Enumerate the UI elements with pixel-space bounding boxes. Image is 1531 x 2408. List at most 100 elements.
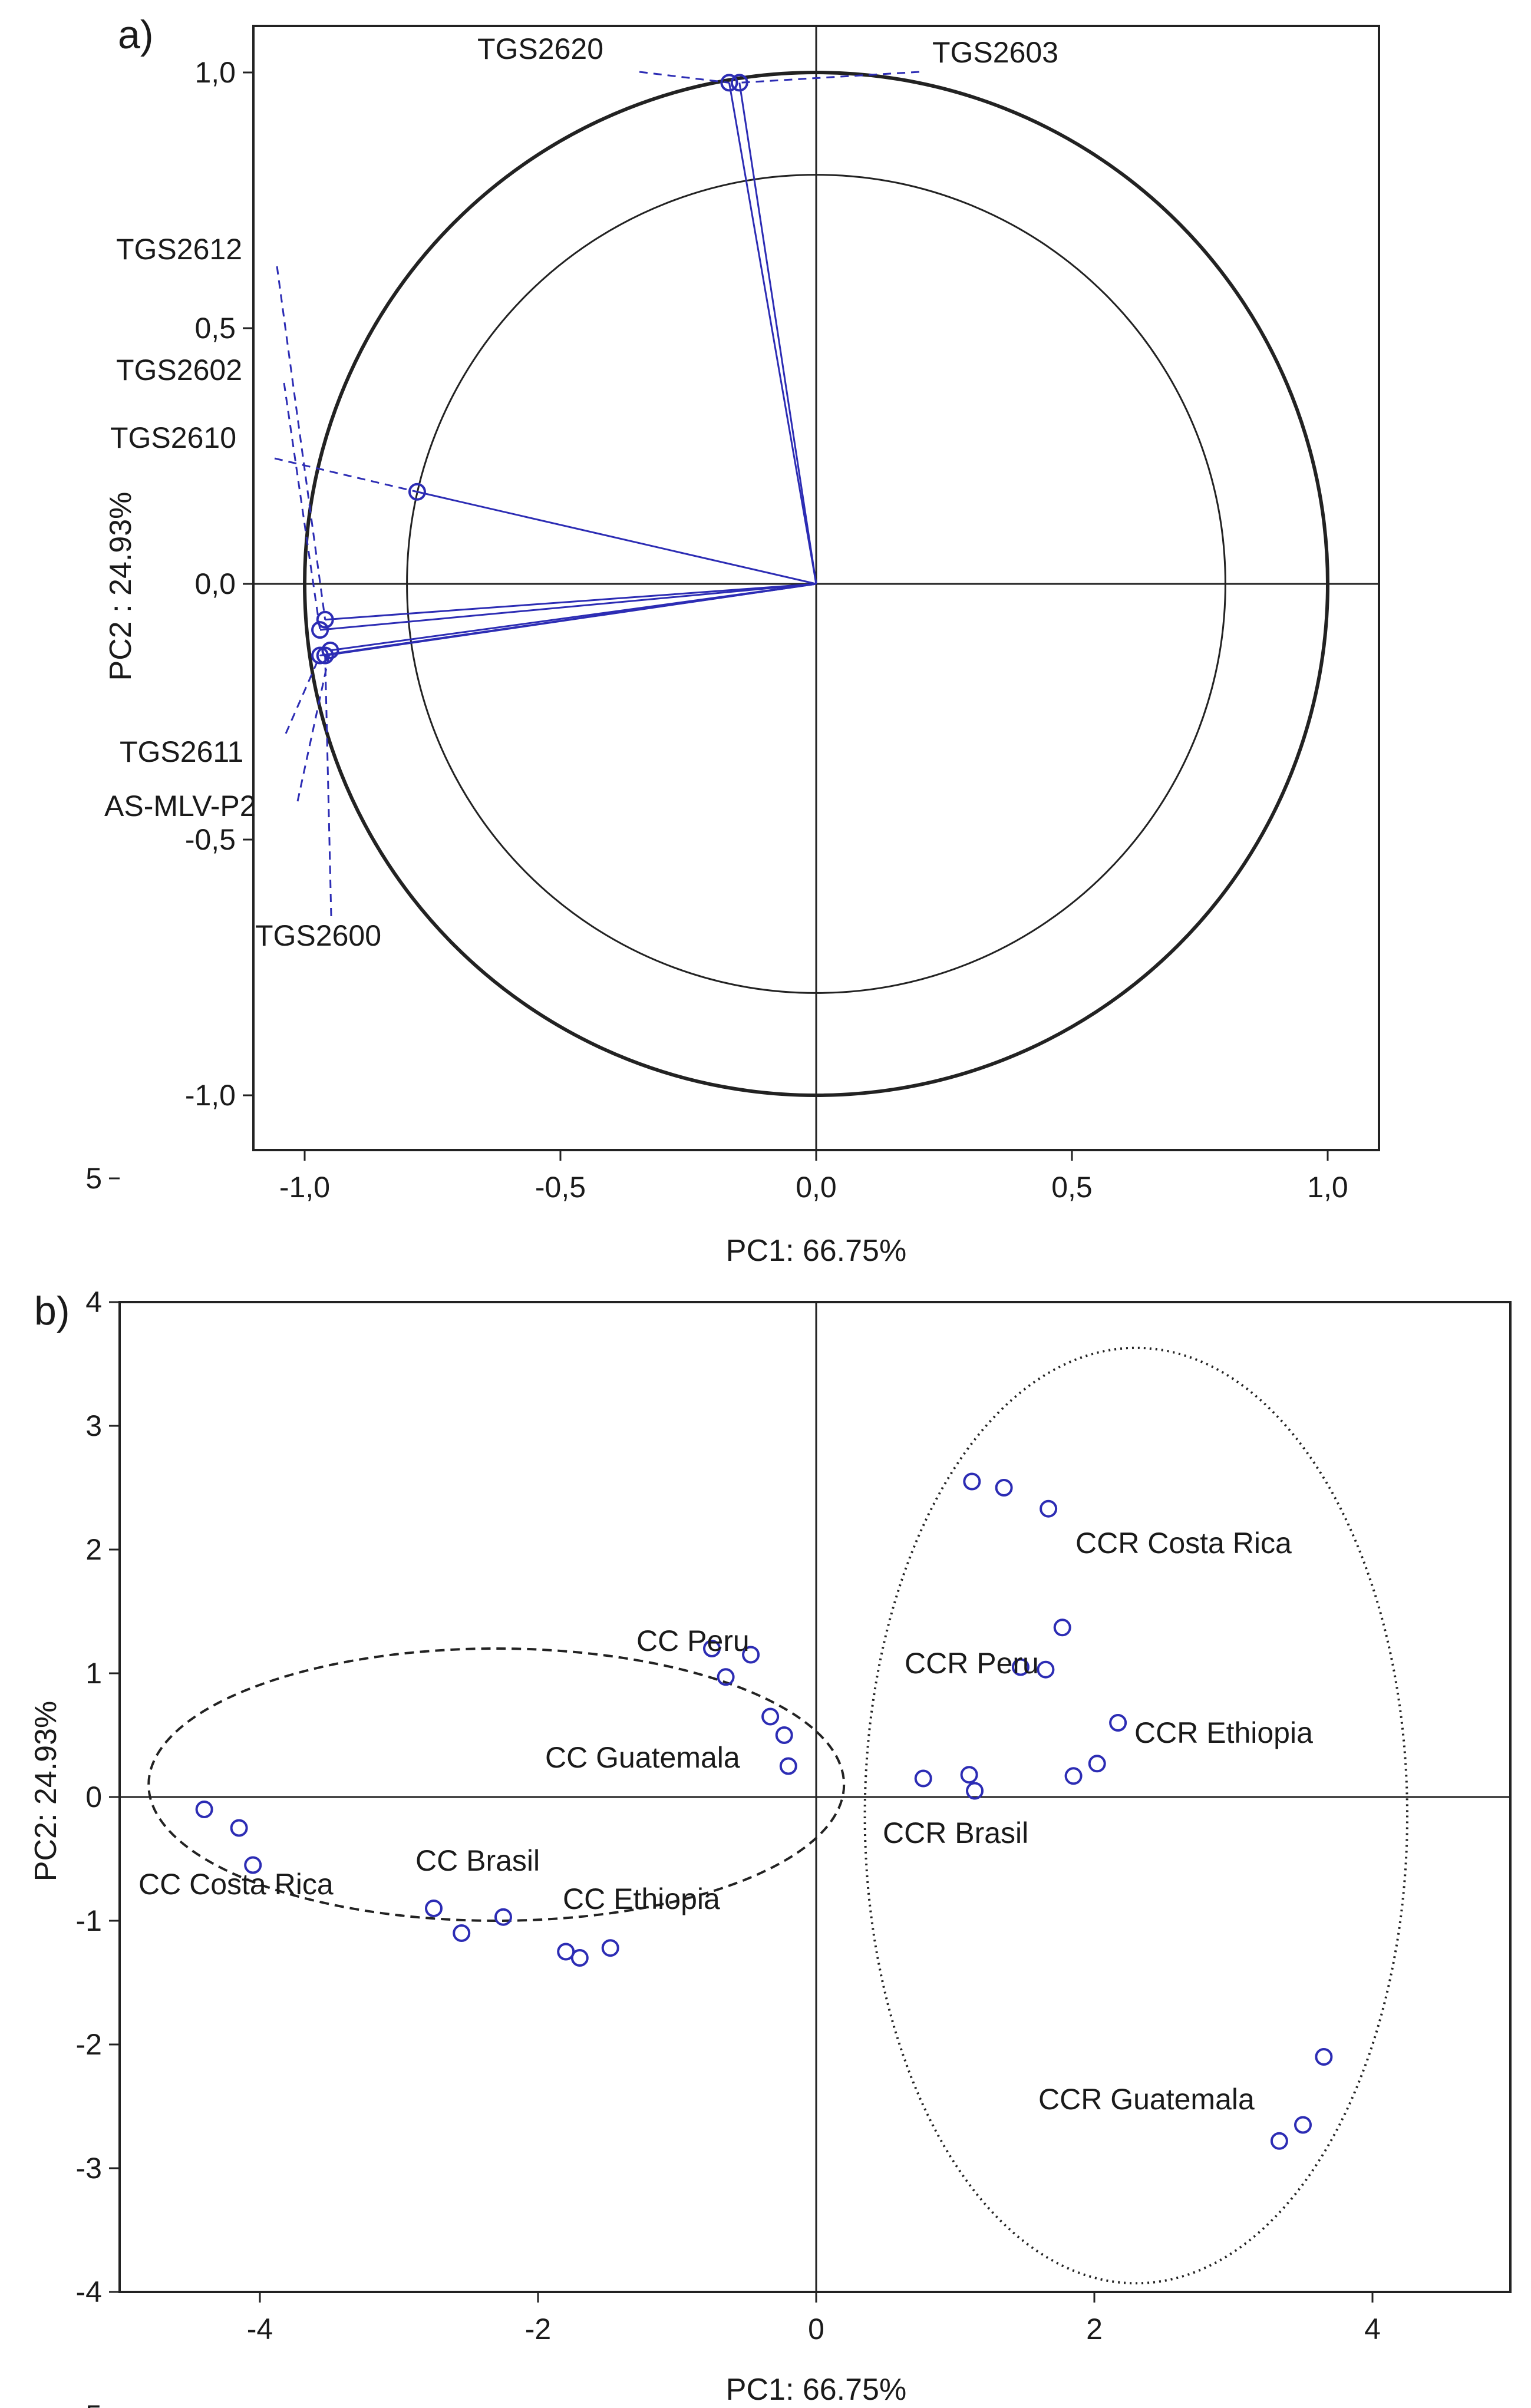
- cluster-ellipse-cc: [147, 1647, 846, 1922]
- loading-label-tgs2611: TGS2611: [120, 735, 243, 768]
- group-label-ccr-brasil: CCR Brasil: [883, 1816, 1028, 1849]
- loading-label-tgs2600: TGS2600: [255, 919, 381, 952]
- panel-b-x-axis-label: PC1: 66.75%: [726, 2373, 906, 2407]
- score-point-ccr-brasil: [966, 1782, 984, 1800]
- score-point-cc-guatemala: [775, 1726, 793, 1744]
- panel-a-axes-lines: [253, 26, 1379, 1150]
- score-point-cc-brasil: [494, 1908, 512, 1926]
- cluster-ellipse-ccr: [863, 1346, 1409, 2285]
- panel-a-outer-circle: [303, 71, 1329, 1097]
- panel-a-y-tick-label: 1,0: [194, 56, 236, 89]
- panel-a-x-tick-label: 1,0: [1307, 1171, 1348, 1204]
- group-label-ccr-costa-rica: CCR Costa Rica: [1075, 1527, 1292, 1560]
- panel-b-y-tick-label: 2: [85, 1533, 102, 1566]
- panel-b-x-tick-label: 0: [808, 2313, 824, 2346]
- loading-label-as-mlv-p2: AS-MLV-P2: [104, 790, 256, 823]
- score-point-ccr-brasil: [914, 1769, 932, 1788]
- panel-a-x-tick-label: -0,5: [535, 1171, 586, 1204]
- leader-tgs2600: [324, 655, 332, 917]
- panel-b-axes-lines: [120, 1302, 1510, 2292]
- panel-b-y-tick-label: -5: [76, 2399, 102, 2408]
- group-label-cc-costa-rica: CC Costa Rica: [138, 1868, 334, 1901]
- panel-a-loading-labels: TGS2620 TGS2603 TGS2612 TGS2602 TGS2610 TGS26…: [104, 32, 1058, 952]
- loading-vector-tgs2600: [325, 583, 817, 657]
- loading-point-tgs2600: [316, 646, 334, 665]
- loading-point-tgs2620: [720, 74, 738, 92]
- panel-b-x-tick-label: 4: [1364, 2313, 1381, 2346]
- loading-vector-tgs2612: [325, 583, 817, 621]
- panel-b-y-tick-label: 0: [85, 1781, 102, 1814]
- score-point-ccr-ethiopia: [1109, 1714, 1127, 1732]
- panel-b-y-tick-label: 5: [85, 1162, 102, 1195]
- score-point-cc-brasil: [453, 1924, 471, 1942]
- group-label-cc-ethiopia: CC Ethiopia: [563, 1882, 720, 1915]
- panel-a-x-tick-label: 0,5: [1051, 1171, 1093, 1204]
- loading-label-tgs2620: TGS2620: [477, 32, 603, 65]
- panel-a-unit-circles: [303, 71, 1329, 1097]
- group-label-cc-guatemala: CC Guatemala: [545, 1741, 740, 1774]
- leader-tgs2610: [274, 457, 418, 493]
- panel-a-label-leaders: [274, 71, 920, 917]
- loading-vector-tgs2603: [738, 82, 817, 584]
- panel-b-y-tick-label: 3: [85, 1409, 102, 1442]
- panel-b-label: b): [34, 1289, 70, 1333]
- group-label-ccr-ethiopia: CCR Ethiopia: [1134, 1716, 1313, 1749]
- leader-tgs2602: [283, 382, 321, 630]
- panel-a-ticks: -1,0 -0,5 0,0 0,5 1,0 -1,0 -0,5 0,0 0,5 1,0: [185, 56, 1348, 1204]
- score-point-ccr-peru: [1053, 1618, 1071, 1637]
- loading-vector-tgs2610: [417, 491, 817, 585]
- score-point-ccr-guatemala: [1315, 2048, 1333, 2066]
- score-point-cc-guatemala: [761, 1707, 780, 1726]
- panel-a-y-axis-label: PC2 : 24.93%: [104, 492, 138, 681]
- panel-b-ticks: -4 -2 0 2 4 -5 -4 -3 -2 -1 0 1 2 3 4 5: [76, 1162, 1381, 2408]
- score-point-cc-brasil: [425, 1900, 443, 1917]
- panel-b-cluster-ellipses: [147, 1346, 1409, 2285]
- panel-b-x-tick-label: -4: [247, 2313, 273, 2346]
- panel-b-y-tick-label: -3: [76, 2152, 102, 2185]
- panel-a-x-axis-label: PC1: 66.75%: [726, 1234, 906, 1268]
- score-point-cc-peru: [703, 1640, 721, 1657]
- panel-b-score-plot: b) -4 -2 0 2 4 -5 -4 -3 -2 -1 0 1 2 3 4 5 CC Costa Rica…: [29, 1162, 1512, 2408]
- loading-point-as-mlv-p2: [321, 641, 339, 659]
- group-label-cc-brasil: CC Brasil: [415, 1844, 540, 1877]
- score-point-cc-guatemala: [779, 1757, 797, 1775]
- panel-b-y-tick-label: -1: [76, 1904, 102, 1937]
- leader-tgs2611: [285, 655, 321, 734]
- panel-b-x-tick-label: 2: [1086, 2313, 1103, 2346]
- loading-label-tgs2610: TGS2610: [110, 421, 236, 454]
- loading-label-tgs2602: TGS2602: [116, 354, 242, 387]
- panel-a-inner-circle: [406, 174, 1226, 994]
- loading-vector-tgs2602: [319, 583, 817, 631]
- panel-b-x-tick-label: -2: [525, 2313, 551, 2346]
- loading-point-tgs2612: [316, 610, 334, 629]
- panel-b-y-tick-label: -2: [76, 2028, 102, 2061]
- loading-label-tgs2612: TGS2612: [116, 233, 242, 266]
- panel-b-group-labels: CC Costa Rica CC Brasil CC Ethiopia CC Peru…: [138, 1527, 1313, 2116]
- leader-tgs2620: [639, 71, 730, 84]
- panel-a-y-tick-label: -1,0: [185, 1079, 236, 1112]
- score-point-ccr-costa-rica: [963, 1472, 981, 1491]
- group-label-ccr-guatemala: CCR Guatemala: [1038, 2083, 1255, 2116]
- loading-point-tgs2610: [408, 483, 426, 501]
- score-point-ccr-ethiopia: [1088, 1755, 1106, 1773]
- group-label-cc-peru: CC Peru: [636, 1624, 750, 1657]
- panel-a-y-tick-label: 0,5: [194, 312, 236, 345]
- loading-vector-tgs2620: [728, 82, 817, 584]
- score-point-ccr-costa-rica: [1040, 1499, 1058, 1518]
- score-point-ccr-brasil: [960, 1766, 978, 1784]
- panel-b-y-axis-label: PC2: 24.93%: [29, 1701, 63, 1881]
- score-point-cc-peru: [717, 1668, 735, 1686]
- score-point-cc-costa-rica: [244, 1856, 262, 1874]
- score-point-ccr-guatemala: [1270, 2132, 1288, 2150]
- loading-point-tgs2603: [730, 74, 748, 92]
- panel-b-y-tick-label: 4: [85, 1286, 102, 1319]
- panel-a-y-tick-label: 0,0: [194, 567, 236, 600]
- score-point-ccr-ethiopia: [1064, 1767, 1083, 1785]
- score-point-cc-ethiopia: [570, 1949, 589, 1967]
- score-point-cc-costa-rica: [230, 1819, 248, 1837]
- leader-tgs2603: [739, 71, 920, 84]
- panel-a-label: a): [118, 12, 153, 57]
- score-point-ccr-costa-rica: [995, 1479, 1013, 1497]
- panel-a-x-tick-label: -1,0: [279, 1171, 330, 1204]
